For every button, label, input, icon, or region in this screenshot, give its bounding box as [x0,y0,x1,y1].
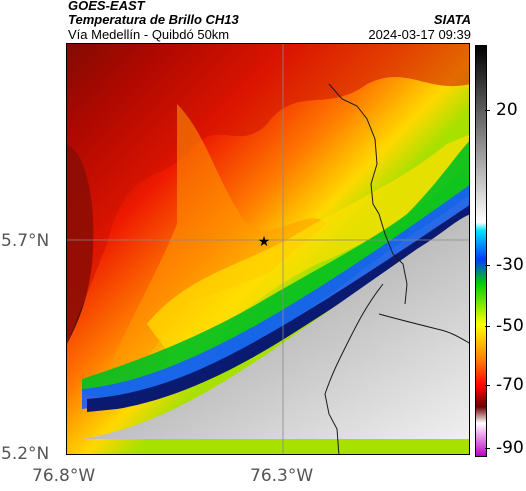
star-icon: ★ [258,234,271,250]
colorbar-label-m50: -50 [496,316,524,336]
department-border-3 [378,313,469,344]
yellow-band [147,134,469,364]
clear-sky-area [82,214,469,439]
colorbar-tick [485,385,490,386]
lat-label-5.7: 5.7°N [1,231,50,251]
colorbar-label-m30: -30 [496,255,524,275]
colorbar-label-m70: -70 [496,375,524,395]
lon-label-76.8: 76.8°W [32,466,96,486]
colorbar-tick [485,326,490,327]
department-border [328,83,408,305]
colorbar-tick [485,448,490,449]
lon-label-76.3: 76.3°W [250,466,314,486]
satellite-title: GOES-EAST [68,0,145,13]
colorbar-label-20: 20 [496,100,518,120]
colorbar-tick [485,265,490,266]
department-border-2 [324,283,384,454]
colorbar-label-m90: -90 [496,438,524,458]
colorbar-tick [485,110,490,111]
product-title: Temperatura de Brillo CH13 [68,12,239,27]
red-band [67,44,469,344]
map-canvas: ★ [67,44,469,454]
brightness-temperature-map: ★ [66,43,470,455]
colorbar [475,45,487,457]
blue-band [82,185,469,409]
green-band [82,141,469,398]
timestamp-label: 2024-03-17 09:39 [368,27,471,42]
lat-label-5.2: 5.2°N [1,444,50,464]
colorbar-canvas [476,46,486,456]
org-label: SIATA [433,12,471,27]
colorbar-gradient [476,46,486,456]
region-subtitle: Vía Medellín - Quibdó 50km [68,27,230,42]
